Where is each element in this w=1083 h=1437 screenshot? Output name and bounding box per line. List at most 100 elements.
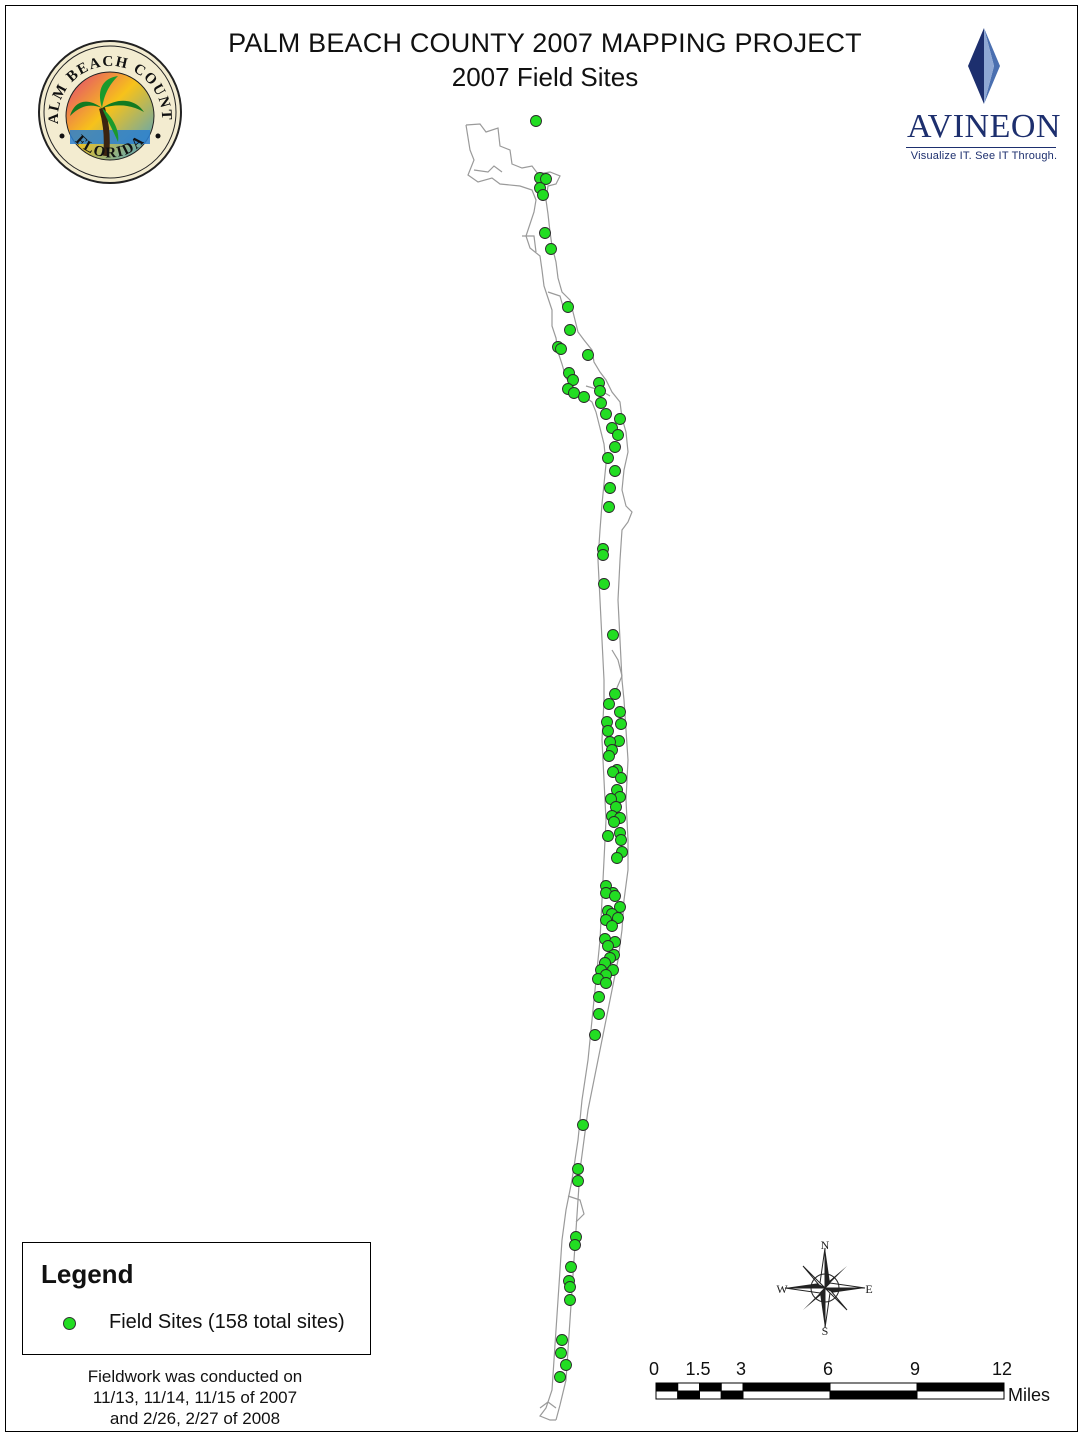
field-site-point[interactable] [615,834,627,846]
scale-segment [677,1390,700,1400]
compass-w-label: W [776,1282,788,1296]
field-site-point[interactable] [609,465,621,477]
fieldwork-note: Fieldwork was conducted on 11/13, 11/14,… [60,1366,330,1429]
scale-segment [916,1382,1005,1392]
scale-unit: Miles [1008,1385,1050,1405]
field-site-point[interactable] [602,725,614,737]
avineon-brand: AVINEON [907,108,1061,145]
field-site-point[interactable] [589,1029,601,1041]
scale-tick-0: 0 [649,1359,659,1379]
field-site-point[interactable] [597,549,609,561]
field-site-point[interactable] [540,173,552,185]
note-line-1: Fieldwork was conducted on [87,1367,303,1386]
field-site-point[interactable] [562,301,574,313]
scale-segment [742,1382,831,1392]
field-site-point[interactable] [602,830,614,842]
field-site-point[interactable] [609,441,621,453]
field-site-point[interactable] [602,940,614,952]
scale-tick-12: 12 [992,1359,1012,1379]
scale-segment [720,1390,744,1400]
scale-segment [699,1390,722,1400]
field-site-point[interactable] [609,688,621,700]
scale-segment [829,1390,918,1400]
field-site-point[interactable] [615,772,627,784]
field-site-point[interactable] [602,452,614,464]
field-site-point[interactable] [612,912,624,924]
avineon-mark-icon [968,28,1000,104]
legend-title: Legend [41,1259,134,1289]
field-site-point[interactable] [614,413,626,425]
field-site-point[interactable] [614,706,626,718]
field-site-point[interactable] [593,991,605,1003]
scale-segment [699,1382,722,1392]
scale-segment [916,1390,1005,1400]
field-site-symbol-icon [63,1317,76,1330]
field-site-point[interactable] [545,243,557,255]
note-line-2: 11/13, 11/14, 11/15 of 2007 [92,1388,298,1407]
scale-bar: 0 1.5 3 6 9 12 Miles [640,1355,1070,1415]
field-site-point[interactable] [564,1281,576,1293]
field-site-point[interactable] [603,501,615,513]
scale-segment [720,1382,744,1392]
field-site-point[interactable] [612,429,624,441]
compass-n-label: N [821,1238,830,1252]
field-site-point[interactable] [567,374,579,386]
scale-tick-3: 3 [736,1359,746,1379]
field-site-point[interactable] [606,920,618,932]
map-title: PALM BEACH COUNTY 2007 MAPPING PROJECT [228,28,862,58]
field-site-point[interactable] [564,1294,576,1306]
field-site-point[interactable] [572,1175,584,1187]
field-site-point[interactable] [603,698,615,710]
legend-box: Legend Field Sites (158 total sites) [22,1242,371,1355]
field-sites-layer [530,115,628,1383]
field-site-point[interactable] [556,1334,568,1346]
scale-tick-1.5: 1.5 [685,1359,710,1379]
field-site-point[interactable] [600,977,612,989]
avineon-tagline: Visualize IT. See IT Through. [910,150,1058,162]
field-site-point[interactable] [578,391,590,403]
map-subtitle: 2007 Field Sites [451,62,639,92]
field-site-point[interactable] [577,1119,589,1131]
scale-segment [655,1382,679,1392]
field-site-point[interactable] [539,227,551,239]
field-site-point[interactable] [569,1239,581,1251]
field-site-point[interactable] [607,766,619,778]
avineon-logo: AVINEON Visualize IT. See IT Through. [898,26,1070,168]
scale-segment [742,1390,831,1400]
field-site-point[interactable] [530,115,542,127]
field-site-point[interactable] [582,349,594,361]
field-site-point[interactable] [555,1347,567,1359]
field-site-point[interactable] [603,750,615,762]
field-site-point[interactable] [604,482,616,494]
field-site-point[interactable] [598,578,610,590]
legend-item-label: Field Sites (158 total sites) [109,1311,345,1333]
field-site-point[interactable] [615,718,627,730]
scale-tick-6: 6 [823,1359,833,1379]
field-site-point[interactable] [554,1371,566,1383]
field-site-point[interactable] [595,397,607,409]
field-site-point[interactable] [537,189,549,201]
compass-rose-icon: N S E W [770,1236,880,1338]
scale-segment [655,1390,679,1400]
scale-segment [677,1382,700,1392]
scale-tick-9: 9 [910,1359,920,1379]
field-site-point[interactable] [568,387,580,399]
field-site-point[interactable] [572,1163,584,1175]
field-site-point[interactable] [593,1008,605,1020]
logo-rule [906,147,1056,148]
field-site-point[interactable] [600,408,612,420]
scale-segment [829,1382,918,1392]
field-site-point[interactable] [564,324,576,336]
field-site-point[interactable] [560,1359,572,1371]
coastline-outline [465,123,633,1421]
field-site-point[interactable] [607,629,619,641]
compass-s-label: S [822,1324,829,1336]
field-site-point[interactable] [611,852,623,864]
note-line-3: and 2/26, 2/27 of 2008 [109,1409,281,1428]
field-site-point[interactable] [555,343,567,355]
field-site-point[interactable] [608,816,620,828]
field-site-point[interactable] [609,890,621,902]
field-site-point[interactable] [565,1261,577,1273]
field-site-point[interactable] [594,385,606,397]
